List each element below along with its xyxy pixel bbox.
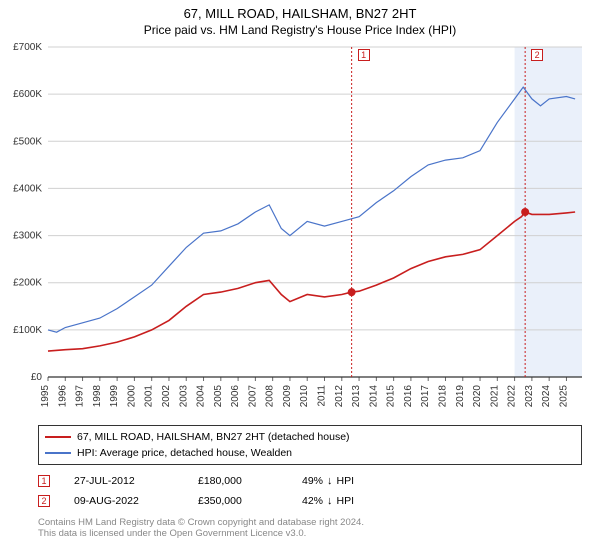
svg-text:£300K: £300K	[13, 231, 42, 242]
svg-text:£500K: £500K	[13, 136, 42, 147]
row-price: £350,000	[198, 495, 278, 507]
svg-text:2015: 2015	[386, 385, 397, 408]
svg-text:2002: 2002	[161, 385, 172, 408]
svg-text:2018: 2018	[437, 385, 448, 408]
svg-text:£0: £0	[31, 372, 43, 383]
svg-text:2005: 2005	[213, 385, 224, 408]
row-date: 27-JUL-2012	[74, 475, 174, 487]
table-row: 2 09-AUG-2022 £350,000 42% ↓ HPI	[38, 491, 582, 511]
svg-text:2022: 2022	[507, 385, 518, 408]
svg-text:2013: 2013	[351, 385, 362, 408]
row-index-badge: 2	[38, 495, 50, 507]
svg-text:2019: 2019	[455, 385, 466, 408]
svg-text:2006: 2006	[230, 385, 241, 408]
footer: Contains HM Land Registry data © Crown c…	[38, 517, 582, 539]
legend: 67, MILL ROAD, HAILSHAM, BN27 2HT (detac…	[38, 425, 582, 465]
svg-text:£200K: £200K	[13, 278, 42, 289]
svg-text:2023: 2023	[524, 385, 535, 408]
svg-text:£600K: £600K	[13, 89, 42, 100]
legend-swatch	[45, 452, 71, 454]
row-index-badge: 1	[38, 475, 50, 487]
svg-text:2009: 2009	[282, 385, 293, 408]
svg-text:2004: 2004	[196, 385, 207, 408]
row-pct: 42% ↓ HPI	[302, 495, 392, 507]
svg-text:2007: 2007	[247, 385, 258, 408]
legend-item: 67, MILL ROAD, HAILSHAM, BN27 2HT (detac…	[45, 429, 575, 445]
arrow-down-icon: ↓	[327, 495, 333, 507]
svg-text:2001: 2001	[144, 385, 155, 408]
chart-container: £0 £100K £200K £300K £400K £500K £600K £700K 199…	[0, 41, 600, 421]
table-row: 1 27-JUL-2012 £180,000 49% ↓ HPI	[38, 471, 582, 491]
svg-text:1997: 1997	[75, 385, 86, 408]
svg-text:2025: 2025	[558, 385, 569, 408]
svg-text:1995: 1995	[40, 385, 51, 408]
svg-text:1999: 1999	[109, 385, 120, 408]
svg-text:£100K: £100K	[13, 325, 42, 336]
svg-text:1998: 1998	[92, 385, 103, 408]
svg-text:2016: 2016	[403, 385, 414, 408]
svg-text:2012: 2012	[334, 385, 345, 408]
chart-marker-label: 1	[358, 49, 370, 61]
legend-label: HPI: Average price, detached house, Weal…	[77, 447, 292, 459]
svg-text:2010: 2010	[299, 385, 310, 408]
svg-text:2017: 2017	[420, 385, 431, 408]
chart-svg: £0 £100K £200K £300K £400K £500K £600K £700K 199…	[0, 41, 600, 421]
svg-text:2014: 2014	[368, 385, 379, 408]
arrow-down-icon: ↓	[327, 475, 333, 487]
svg-text:2008: 2008	[265, 385, 276, 408]
data-table: 1 27-JUL-2012 £180,000 49% ↓ HPI 2 09-AU…	[38, 471, 582, 511]
legend-swatch	[45, 436, 71, 438]
page-subtitle: Price paid vs. HM Land Registry's House …	[0, 23, 600, 37]
svg-text:2020: 2020	[472, 385, 483, 408]
svg-text:1996: 1996	[57, 385, 68, 408]
legend-item: HPI: Average price, detached house, Weal…	[45, 445, 575, 461]
legend-label: 67, MILL ROAD, HAILSHAM, BN27 2HT (detac…	[77, 431, 350, 443]
row-pct: 49% ↓ HPI	[302, 475, 392, 487]
page-title: 67, MILL ROAD, HAILSHAM, BN27 2HT	[0, 6, 600, 21]
svg-text:2024: 2024	[541, 385, 552, 408]
svg-text:2000: 2000	[126, 385, 137, 408]
chart-marker-label: 2	[531, 49, 543, 61]
row-price: £180,000	[198, 475, 278, 487]
svg-text:£400K: £400K	[13, 183, 42, 194]
svg-text:£700K: £700K	[13, 42, 42, 53]
svg-text:2021: 2021	[489, 385, 500, 408]
footer-line: This data is licensed under the Open Gov…	[38, 528, 582, 539]
footer-line: Contains HM Land Registry data © Crown c…	[38, 517, 582, 528]
svg-text:2011: 2011	[317, 385, 328, 407]
row-date: 09-AUG-2022	[74, 495, 174, 507]
svg-text:2003: 2003	[178, 385, 189, 408]
